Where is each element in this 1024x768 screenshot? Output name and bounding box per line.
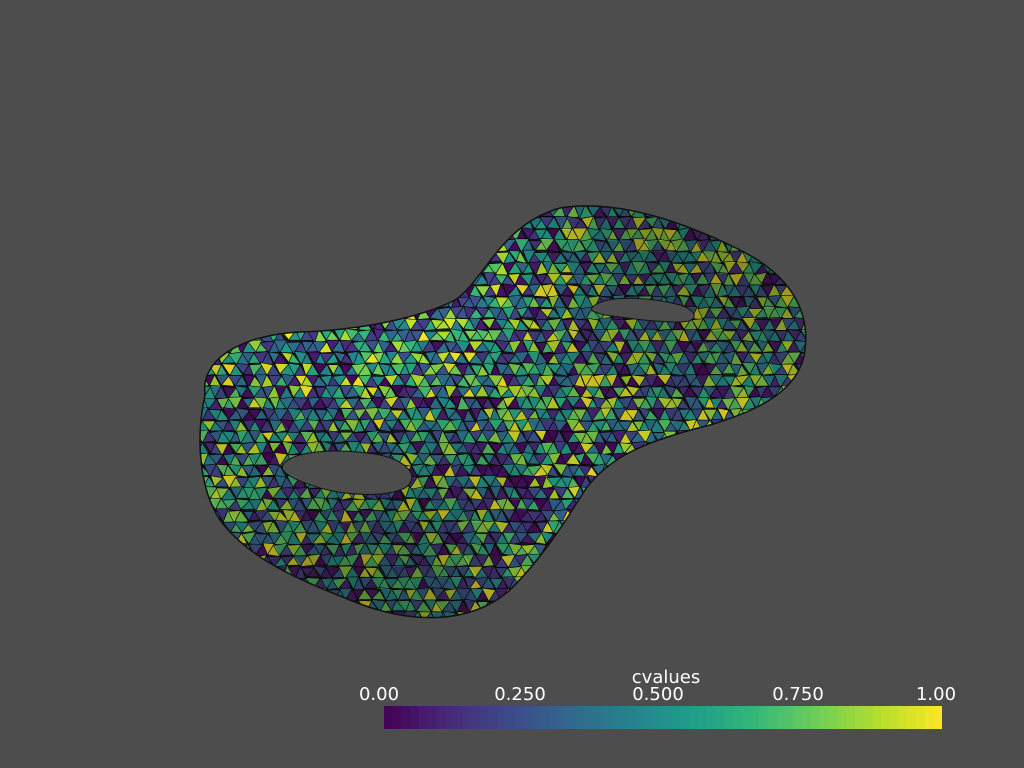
- mesh-surface: [200, 205, 806, 618]
- torus-hole-left: [282, 450, 413, 495]
- torus-hole-right: [591, 297, 695, 323]
